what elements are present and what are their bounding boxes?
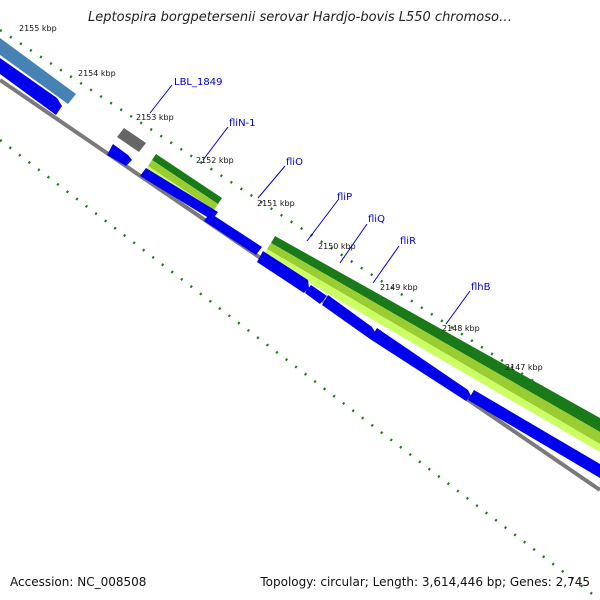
gene-label-fliq[interactable]: fliQ xyxy=(368,214,385,225)
kbp-label: 2148 kbp xyxy=(442,324,480,333)
feature-band-2-light xyxy=(263,249,600,452)
label-leader xyxy=(372,245,400,284)
kbp-label: 2147 kbp xyxy=(505,363,543,372)
label-leader xyxy=(306,199,339,242)
cds-left xyxy=(0,58,62,115)
cds-lbl1849 xyxy=(107,144,132,166)
kbp-label: 2155 kbp xyxy=(19,24,57,33)
pseudo-gene-lbl1849 xyxy=(117,128,146,152)
outer-strand-feature xyxy=(0,38,76,104)
accession-text: Accession: NC_008508 xyxy=(10,575,147,589)
cds-right xyxy=(468,390,600,478)
label-leader xyxy=(149,84,173,114)
kbp-label: 2152 kbp xyxy=(196,156,234,165)
label-leader xyxy=(257,165,286,199)
cds-flio xyxy=(204,213,262,255)
genome-stats-text: Topology: circular; Length: 3,614,446 bp… xyxy=(260,575,590,589)
gene-label-flio[interactable]: fliO xyxy=(286,157,303,168)
gene-label-flip[interactable]: fliP xyxy=(337,192,352,203)
feature-band-2-mid xyxy=(267,243,600,444)
kbp-label: 2153 kbp xyxy=(136,113,174,122)
feature-band-2-dark xyxy=(271,236,600,432)
kbp-label: 2150 kbp xyxy=(318,242,356,251)
map-title: Leptospira borgpetersenii serovar Hardjo… xyxy=(88,10,512,25)
gene-label-lbl1849[interactable]: LBL_1849 xyxy=(174,77,222,88)
cds-flir xyxy=(322,295,376,339)
label-leader xyxy=(445,290,471,325)
gene-label-flir[interactable]: fliR xyxy=(400,236,416,247)
label-leader xyxy=(339,223,368,264)
feature-band-1-dark xyxy=(152,154,222,204)
label-leader xyxy=(202,126,229,161)
kbp-label: 2149 kbp xyxy=(380,283,418,292)
cds-flin1 xyxy=(140,168,218,220)
feature-band-1-mid xyxy=(148,160,218,210)
cds-flip xyxy=(257,251,309,293)
cds-flhb xyxy=(370,328,471,401)
gene-label-flin1[interactable]: fliN-1 xyxy=(229,118,256,129)
gene-label-flhb[interactable]: flhB xyxy=(471,282,491,293)
cds-fliq xyxy=(305,285,327,304)
kbp-label: 2151 kbp xyxy=(257,199,295,208)
kbp-label: 2154 kbp xyxy=(78,69,116,78)
